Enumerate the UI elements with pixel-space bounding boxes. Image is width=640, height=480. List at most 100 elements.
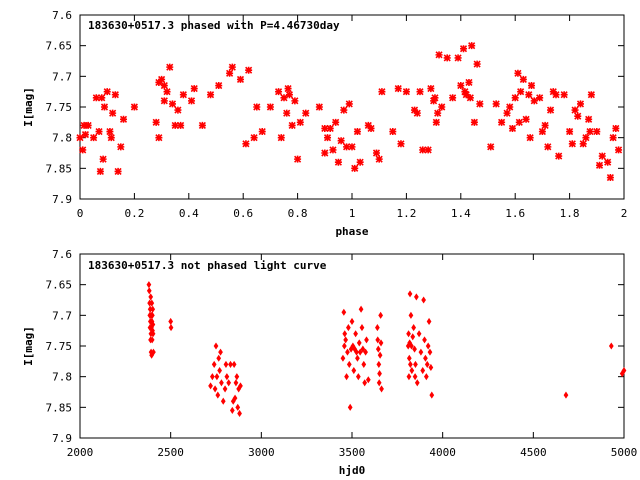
- data-point: [228, 63, 236, 71]
- data-point: [213, 342, 219, 350]
- data-point: [461, 88, 469, 96]
- data-point: [353, 330, 358, 338]
- data-point: [376, 379, 382, 387]
- data-point: [585, 115, 593, 123]
- data-point: [130, 103, 138, 111]
- data-point: [151, 348, 156, 356]
- data-point: [150, 330, 156, 338]
- data-point: [579, 140, 587, 148]
- data-point: [223, 360, 229, 368]
- data-point: [222, 385, 228, 393]
- data-point: [563, 391, 569, 399]
- data-point: [98, 94, 106, 102]
- data-point: [217, 366, 222, 375]
- data-point: [422, 336, 427, 344]
- x-tick-label: 1.8: [560, 207, 580, 220]
- data-point: [160, 97, 168, 105]
- data-point: [582, 134, 590, 142]
- data-point: [326, 124, 334, 133]
- data-point: [574, 112, 582, 120]
- x-tick-label: 5000: [611, 446, 638, 459]
- data-point: [114, 167, 122, 175]
- data-point: [234, 373, 240, 381]
- x-tick-label: 0.4: [179, 207, 199, 220]
- data-point: [416, 88, 424, 96]
- y-tick-label: 7.7: [52, 70, 72, 83]
- data-point: [406, 330, 411, 338]
- data-point: [253, 103, 261, 111]
- data-point: [508, 124, 517, 133]
- data-point: [359, 324, 365, 332]
- data-point: [473, 60, 481, 68]
- data-point: [229, 406, 235, 414]
- data-point: [103, 88, 111, 96]
- y-tick-label: 7.85: [46, 162, 73, 175]
- unphased-light-curve-chart: 183630+0517.3 not phased light curve hjd…: [22, 248, 637, 477]
- data-point: [427, 348, 433, 356]
- data-point: [410, 333, 416, 341]
- data-point: [208, 382, 213, 390]
- x-tick-label: 0.6: [233, 207, 253, 220]
- data-point: [434, 109, 442, 117]
- data-point: [421, 296, 426, 304]
- data-point: [361, 360, 367, 368]
- data-point: [174, 106, 182, 114]
- y-tick-label: 7.6: [52, 248, 72, 261]
- data-point: [152, 118, 160, 126]
- data-point: [100, 103, 109, 111]
- y-axis-label: I[mag]: [22, 326, 35, 366]
- data-point: [155, 134, 163, 142]
- data-point: [177, 121, 185, 129]
- data-point: [424, 146, 432, 154]
- data-point: [595, 161, 604, 169]
- data-point: [168, 317, 174, 326]
- data-point: [226, 379, 232, 387]
- data-point: [568, 140, 576, 148]
- x-axis-label: hjd0: [339, 464, 366, 477]
- data-point: [606, 173, 614, 182]
- data-point: [412, 345, 417, 353]
- y-tick-label: 7.8: [52, 371, 72, 384]
- data-point: [358, 305, 364, 313]
- data-point: [503, 109, 511, 117]
- chart-title: 183630+0517.3 phased with P=4.46730day: [88, 19, 340, 32]
- data-point: [321, 149, 329, 157]
- data-point: [315, 103, 323, 111]
- data-point: [376, 360, 382, 368]
- data-point: [107, 134, 115, 142]
- data-point: [409, 342, 414, 350]
- data-point: [345, 100, 353, 108]
- data-point: [329, 146, 337, 154]
- data-point: [190, 85, 198, 93]
- data-point: [604, 158, 612, 166]
- data-point: [425, 342, 431, 350]
- data-point: [216, 354, 222, 362]
- y-axis-label: I[mag]: [22, 87, 35, 127]
- data-point: [347, 403, 353, 411]
- data-point: [296, 118, 304, 126]
- data-point: [220, 397, 226, 405]
- y-tick-label: 7.7: [52, 309, 72, 322]
- data-point: [576, 100, 585, 108]
- data-point: [538, 127, 546, 136]
- x-tick-label: 3000: [248, 446, 275, 459]
- data-point: [459, 45, 468, 53]
- data-point: [171, 121, 179, 129]
- data-point: [117, 143, 125, 151]
- y-tick-label: 7.8: [52, 132, 72, 145]
- data-point: [402, 88, 410, 96]
- data-point: [423, 354, 428, 362]
- data-point: [527, 81, 536, 90]
- data-point: [560, 91, 568, 99]
- data-point: [587, 91, 595, 99]
- data-point: [111, 91, 119, 99]
- data-point: [367, 124, 375, 133]
- data-point: [424, 360, 430, 368]
- data-point: [427, 85, 435, 93]
- data-point: [420, 366, 426, 375]
- data-point: [344, 373, 349, 381]
- data-point: [372, 149, 381, 157]
- data-point: [457, 81, 465, 90]
- data-point: [79, 146, 87, 154]
